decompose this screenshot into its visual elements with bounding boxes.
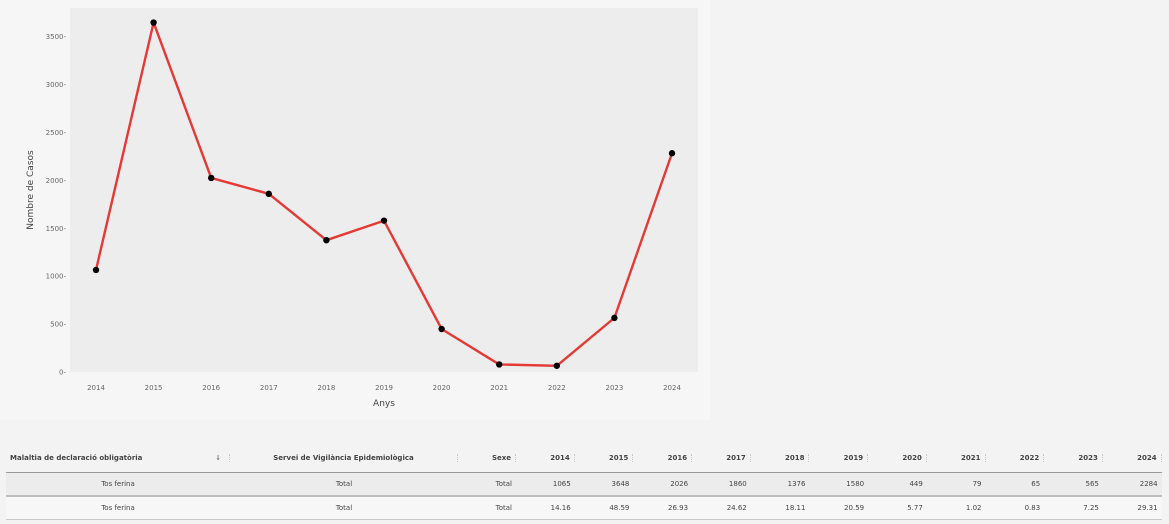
- chart-area: 0- 500- 1000- 1500- 2000- 2500- 3000- 3500- 201…: [0, 0, 710, 420]
- x-tick-label: 2020: [433, 384, 451, 392]
- table-row: Tos ferina Total Total 1065 3648 2026 18…: [6, 473, 1162, 497]
- table-cell: 5.77: [907, 504, 923, 512]
- column-header-year[interactable]: 2015: [575, 454, 634, 462]
- column-header-year[interactable]: 2022: [986, 454, 1045, 462]
- table-cell: 565: [1085, 480, 1099, 488]
- y-tick-label: 3000-: [46, 81, 67, 89]
- column-header-label: 2014: [550, 454, 570, 462]
- data-point[interactable]: [668, 150, 676, 157]
- y-tick-label: 1500-: [46, 225, 67, 233]
- column-header-disease[interactable]: Malaltia de declaració obligatòria ↓: [6, 454, 230, 462]
- column-header-year[interactable]: 2016: [633, 454, 693, 462]
- column-header-label: Servei de Vigilància Epidemiològica: [273, 454, 414, 462]
- column-header-sex[interactable]: Sexe: [458, 454, 516, 462]
- column-header-label: Malaltia de declaració obligatòria: [10, 454, 143, 462]
- data-point[interactable]: [496, 361, 503, 368]
- table-cell: 29.31: [1137, 504, 1158, 512]
- table-cell: 1580: [846, 480, 865, 488]
- column-header-year[interactable]: 2020: [868, 454, 927, 462]
- x-tick-label: 2023: [605, 384, 623, 392]
- column-header-label: 2015: [608, 454, 629, 462]
- table-header-row: Malaltia de declaració obligatòria ↓ Ser…: [6, 444, 1162, 473]
- column-header-label: 2017: [726, 454, 746, 462]
- y-tick-label: 500-: [50, 321, 66, 329]
- table-cell: 20.59: [844, 504, 865, 512]
- table-cell: 65: [1031, 480, 1041, 488]
- x-tick-label: 2019: [375, 384, 393, 392]
- table-cell: 1065: [552, 480, 571, 488]
- table-row: Tos ferina Total Total 14.16 48.59 26.93…: [6, 497, 1162, 520]
- data-table: Malaltia de declaració obligatòria ↓ Ser…: [6, 444, 1162, 520]
- column-header-year[interactable]: 2018: [751, 454, 810, 462]
- x-tick-label: 2024: [663, 384, 681, 392]
- data-point[interactable]: [380, 217, 388, 224]
- data-point[interactable]: [92, 266, 100, 274]
- table-cell: 1376: [787, 480, 806, 488]
- table-cell: 2284: [1139, 480, 1158, 488]
- column-header-service[interactable]: Servei de Vigilància Epidemiològica: [230, 454, 458, 462]
- table-cell: Total: [495, 504, 512, 512]
- table-cell: 0.83: [1024, 504, 1041, 512]
- y-tick-label: 0-: [59, 369, 66, 377]
- table-cell: 7.25: [1083, 504, 1099, 512]
- column-header-label: Sexe: [491, 454, 511, 462]
- data-point[interactable]: [265, 190, 272, 198]
- table-cell: 14.16: [550, 504, 571, 512]
- data-point[interactable]: [553, 362, 560, 369]
- y-tick-label: 3500-: [46, 33, 67, 41]
- column-header-year[interactable]: 2021: [927, 454, 986, 462]
- data-point[interactable]: [611, 314, 618, 322]
- x-tick-label: 2018: [317, 384, 335, 392]
- x-tick-label: 2016: [202, 384, 220, 392]
- x-tick-label: 2014: [87, 384, 105, 392]
- column-header-year[interactable]: 2023: [1044, 454, 1103, 462]
- column-header-year[interactable]: 2024: [1103, 454, 1162, 462]
- data-point[interactable]: [323, 236, 330, 244]
- sort-down-icon[interactable]: ↓: [215, 454, 221, 462]
- x-tick-label: 2015: [145, 384, 163, 392]
- x-tick-label: 2022: [548, 384, 566, 392]
- table-cell: 1860: [728, 480, 747, 488]
- table-cell: 2026: [670, 480, 689, 488]
- y-tick-label: 1000-: [46, 273, 67, 281]
- column-header-year[interactable]: 2014: [516, 454, 575, 462]
- data-point[interactable]: [438, 325, 445, 333]
- table-cell: Tos ferina: [101, 480, 135, 488]
- x-tick-label: 2017: [260, 384, 278, 392]
- table-cell: Total: [495, 480, 512, 488]
- y-tick-label: 2500-: [46, 129, 67, 137]
- column-header-label: 2020: [902, 454, 922, 462]
- line-chart: 0- 500- 1000- 1500- 2000- 2500- 3000- 3500- 201…: [26, 8, 698, 409]
- column-header-label: 2016: [667, 454, 688, 462]
- table-cell: Total: [335, 504, 353, 512]
- table-cell: Total: [335, 480, 353, 488]
- data-point[interactable]: [208, 174, 215, 182]
- table-cell: 79: [972, 480, 982, 488]
- table-cell: 18.11: [785, 504, 806, 512]
- table-cell: 24.62: [726, 504, 747, 512]
- data-point[interactable]: [150, 19, 157, 26]
- column-header-label: 2023: [1078, 454, 1098, 462]
- column-header-label: 2024: [1137, 454, 1157, 462]
- column-header-year[interactable]: 2017: [692, 454, 751, 462]
- table-cell: 449: [909, 480, 923, 488]
- column-header-label: 2021: [961, 454, 981, 462]
- table-cell: 26.93: [668, 504, 689, 512]
- table-cell: 1.02: [965, 504, 982, 512]
- table-cell: 48.59: [609, 504, 630, 512]
- table-cell: Tos ferina: [101, 504, 135, 512]
- plot-panel: [70, 8, 698, 372]
- column-header-year[interactable]: 2019: [809, 454, 869, 462]
- table-cell: 3648: [611, 480, 630, 488]
- column-header-label: 2018: [784, 454, 805, 462]
- y-tick-label: 2000-: [46, 177, 67, 185]
- x-axis-title: Anys: [373, 399, 395, 409]
- x-tick-label: 2021: [490, 384, 508, 392]
- y-axis-title: Nombre de Casos: [26, 150, 36, 230]
- column-header-label: 2019: [843, 454, 864, 462]
- column-header-label: 2022: [1019, 454, 1040, 462]
